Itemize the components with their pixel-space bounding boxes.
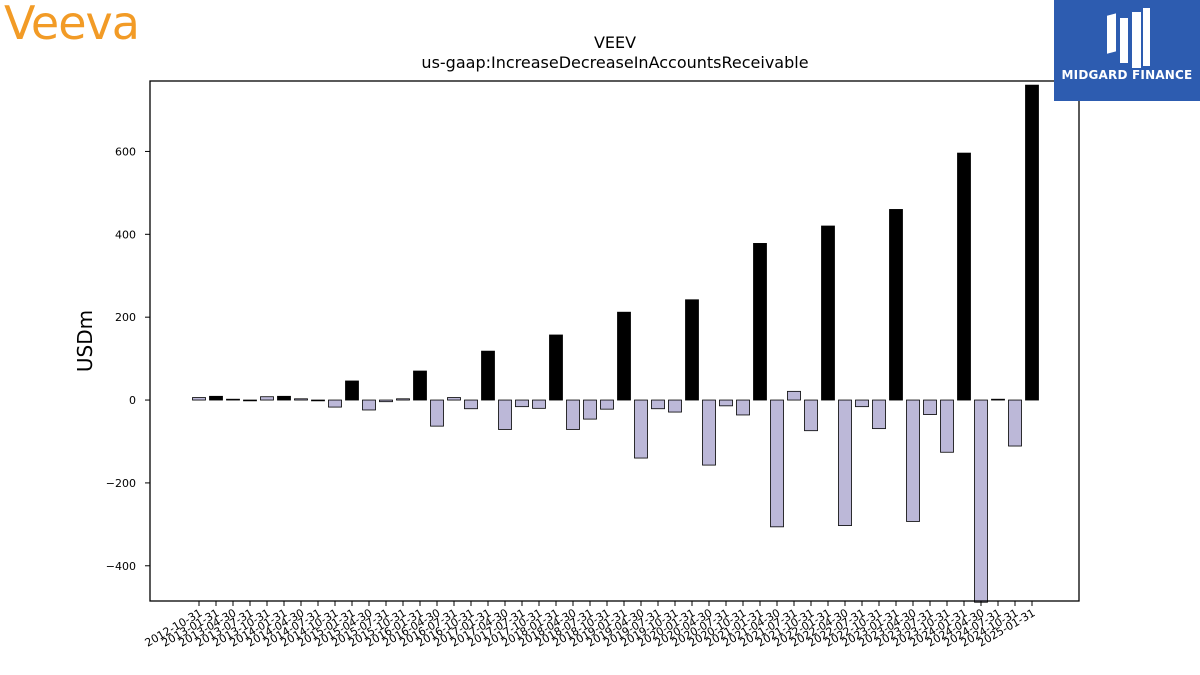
bar-2021-07-31 (787, 390, 801, 401)
bar-2017-04-30 (498, 399, 512, 430)
bar-2017-01-31 (481, 350, 495, 401)
bar-2024-04-30 (974, 399, 988, 603)
bar-2022-04-30 (838, 399, 852, 526)
bar-2017-07-31 (515, 399, 529, 408)
bar-2022-07-31 (855, 399, 869, 408)
y-tick-label: 200 (115, 311, 136, 324)
bar-2021-10-31 (804, 399, 818, 432)
bar-2016-01-31 (413, 370, 427, 401)
veeva-logo-text: Veeva (4, 0, 140, 50)
bar-2016-10-31 (464, 399, 478, 410)
y-tick-label: 600 (115, 145, 136, 158)
bar-2015-04-30 (362, 399, 376, 411)
y-axis-label: USDm (73, 310, 97, 372)
bar-2020-01-31 (685, 299, 699, 401)
bar-2023-10-31 (940, 399, 954, 453)
bar-2018-04-30 (566, 399, 580, 430)
bar-2013-04-30 (226, 398, 240, 401)
midgard-finance-logo: MIDGARD FINANCE (1054, 0, 1200, 101)
bar-2023-04-30 (906, 399, 920, 522)
bar-2015-10-31 (396, 398, 410, 401)
bar-2021-01-31 (753, 243, 767, 401)
bar-2019-07-31 (651, 399, 665, 410)
bar-2014-07-31 (311, 399, 325, 402)
midgard-logo-text: MIDGARD FINANCE (1061, 68, 1193, 82)
bar-2020-07-31 (719, 399, 733, 407)
bar-2021-04-30 (770, 399, 784, 528)
plot-area-frame (149, 80, 1080, 602)
y-tick-label: −200 (106, 477, 136, 490)
bar-2023-01-31 (889, 209, 903, 401)
bar-2018-07-31 (583, 399, 597, 420)
bar-2012-10-31 (192, 397, 206, 401)
chart-title: VEEV (594, 33, 636, 52)
bar-2015-07-31 (379, 399, 393, 403)
bar-2017-10-31 (532, 399, 546, 409)
chart-subtitle: us-gaap:IncreaseDecreaseInAccountsReceiv… (421, 53, 808, 72)
veeva-logo: Veeva (4, 0, 174, 50)
bar-2020-04-30 (702, 399, 716, 466)
x-axis: 2012-10-312013-01-312013-04-302013-07-31… (143, 601, 1038, 650)
y-tick-label: 400 (115, 228, 136, 241)
y-tick-label: 0 (129, 394, 136, 407)
bar-2014-10-31 (328, 399, 342, 408)
bar-2024-10-31 (1008, 399, 1022, 447)
bar-2016-04-30 (430, 399, 444, 427)
bar-2014-04-30 (294, 398, 308, 401)
bar-2024-01-31 (957, 152, 971, 401)
bar-2020-10-31 (736, 399, 750, 416)
bar-2015-01-31 (345, 380, 359, 401)
bar-2018-01-31 (549, 334, 563, 401)
bar-2014-01-31 (277, 395, 291, 401)
bar-2024-07-31 (991, 398, 1005, 401)
bar-2025-01-31 (1025, 84, 1039, 401)
y-tick-label: −400 (106, 560, 136, 573)
bar-2018-10-31 (600, 399, 614, 410)
y-axis: −400 −200 0 200 400 600 (106, 145, 150, 573)
midgard-logo-mark-icon (1107, 8, 1150, 68)
bar-2013-07-31 (243, 399, 257, 402)
bar-2013-10-31 (260, 396, 274, 401)
bar-2019-04-30 (634, 399, 648, 459)
bar-2019-10-31 (668, 399, 682, 413)
bar-2023-07-31 (923, 399, 937, 415)
bar-2022-10-31 (872, 399, 886, 430)
bar-2019-01-31 (617, 311, 631, 401)
bar-2013-01-31 (209, 395, 223, 401)
bars-group (192, 84, 1039, 603)
bar-2022-01-31 (821, 225, 835, 401)
bar-2016-07-31 (447, 397, 461, 401)
